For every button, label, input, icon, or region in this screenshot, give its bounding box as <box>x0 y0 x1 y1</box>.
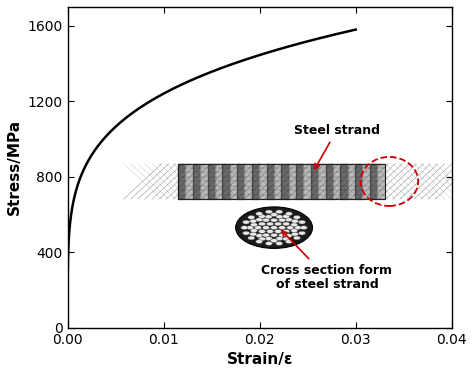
Ellipse shape <box>265 242 273 245</box>
Ellipse shape <box>279 233 286 237</box>
Polygon shape <box>274 163 281 199</box>
Ellipse shape <box>279 226 286 230</box>
Polygon shape <box>222 163 230 199</box>
Ellipse shape <box>258 237 265 241</box>
Ellipse shape <box>250 223 257 227</box>
Ellipse shape <box>265 215 272 219</box>
Ellipse shape <box>285 218 292 221</box>
Ellipse shape <box>299 231 306 235</box>
Polygon shape <box>363 163 370 199</box>
Polygon shape <box>326 163 333 199</box>
Ellipse shape <box>292 232 299 236</box>
Ellipse shape <box>256 212 263 216</box>
Ellipse shape <box>255 226 262 230</box>
Text: Steel strand: Steel strand <box>293 124 380 169</box>
Ellipse shape <box>283 230 290 233</box>
Ellipse shape <box>271 239 278 243</box>
Bar <box>178 163 384 199</box>
Ellipse shape <box>293 215 301 219</box>
Polygon shape <box>296 163 303 199</box>
Polygon shape <box>355 163 363 199</box>
Polygon shape <box>333 163 340 199</box>
Ellipse shape <box>246 226 254 230</box>
Ellipse shape <box>243 231 250 235</box>
Ellipse shape <box>276 242 283 245</box>
Polygon shape <box>215 163 222 199</box>
Polygon shape <box>230 163 237 199</box>
Ellipse shape <box>258 215 265 218</box>
Ellipse shape <box>301 226 307 230</box>
Ellipse shape <box>285 240 292 243</box>
Ellipse shape <box>250 219 257 223</box>
Bar <box>178 163 384 199</box>
Ellipse shape <box>256 234 263 237</box>
Polygon shape <box>252 163 259 199</box>
Y-axis label: Stress/MPa: Stress/MPa <box>7 119 22 215</box>
Ellipse shape <box>274 230 282 233</box>
Polygon shape <box>377 163 384 199</box>
Ellipse shape <box>291 223 298 227</box>
Ellipse shape <box>236 207 312 248</box>
Ellipse shape <box>241 226 248 230</box>
Ellipse shape <box>263 226 270 230</box>
Ellipse shape <box>248 236 255 240</box>
Ellipse shape <box>265 210 273 214</box>
Ellipse shape <box>283 222 290 226</box>
Ellipse shape <box>258 230 265 233</box>
Ellipse shape <box>248 215 255 219</box>
Ellipse shape <box>299 220 306 224</box>
Polygon shape <box>281 163 289 199</box>
Polygon shape <box>318 163 326 199</box>
Polygon shape <box>289 163 296 199</box>
Polygon shape <box>200 163 208 199</box>
Ellipse shape <box>266 222 273 226</box>
Ellipse shape <box>250 232 257 236</box>
Ellipse shape <box>287 226 293 230</box>
Ellipse shape <box>295 226 301 230</box>
Ellipse shape <box>276 237 283 240</box>
Polygon shape <box>185 163 193 199</box>
Text: Cross section form
of steel strand: Cross section form of steel strand <box>261 231 392 291</box>
Ellipse shape <box>285 212 292 216</box>
Polygon shape <box>370 163 377 199</box>
Ellipse shape <box>258 222 265 226</box>
Ellipse shape <box>271 218 278 222</box>
Ellipse shape <box>243 220 250 224</box>
Polygon shape <box>237 163 245 199</box>
Polygon shape <box>193 163 200 199</box>
Polygon shape <box>178 163 185 199</box>
Ellipse shape <box>271 213 278 217</box>
Ellipse shape <box>292 219 299 223</box>
Ellipse shape <box>263 218 270 222</box>
Ellipse shape <box>274 222 282 226</box>
Ellipse shape <box>276 215 283 219</box>
Polygon shape <box>311 163 318 199</box>
Polygon shape <box>266 163 274 199</box>
Polygon shape <box>245 163 252 199</box>
Ellipse shape <box>291 229 298 233</box>
Ellipse shape <box>250 229 257 233</box>
Ellipse shape <box>271 226 278 230</box>
Polygon shape <box>340 163 347 199</box>
Ellipse shape <box>293 236 301 240</box>
Ellipse shape <box>279 218 286 222</box>
Ellipse shape <box>276 210 283 214</box>
Polygon shape <box>208 163 215 199</box>
Ellipse shape <box>283 237 290 241</box>
Ellipse shape <box>283 215 290 218</box>
Ellipse shape <box>265 237 272 240</box>
Ellipse shape <box>256 240 263 243</box>
Ellipse shape <box>271 233 278 237</box>
X-axis label: Strain/ε: Strain/ε <box>227 352 293 367</box>
Ellipse shape <box>266 230 273 233</box>
Polygon shape <box>303 163 311 199</box>
Ellipse shape <box>285 234 292 237</box>
Polygon shape <box>347 163 355 199</box>
Ellipse shape <box>256 218 263 221</box>
Polygon shape <box>259 163 266 199</box>
Ellipse shape <box>263 233 270 237</box>
